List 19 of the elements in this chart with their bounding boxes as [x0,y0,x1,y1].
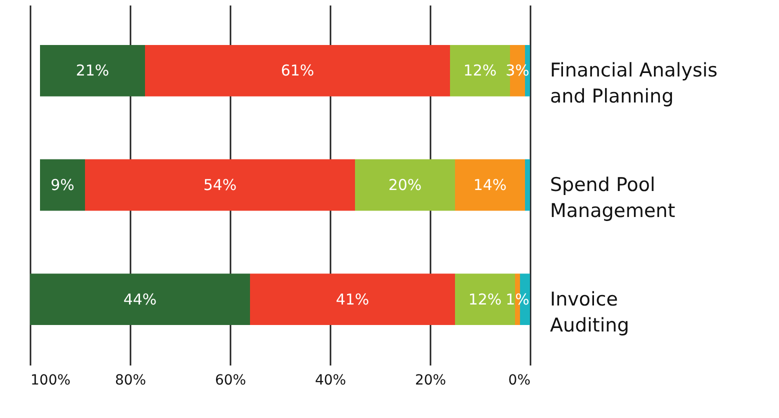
data-label: 21% [76,62,110,80]
x-tick-label: 80% [114,372,146,388]
data-label: 12% [463,62,497,80]
y-tick-label: Financial Analysis and Planning [550,60,718,108]
x-tick-label: 60% [214,372,246,388]
data-label: 20% [388,176,422,194]
x-tick-label: 20% [414,372,446,388]
x-tick-label: 40% [314,372,346,388]
x-tick-label: 0% [508,372,530,388]
y-tick-label: Invoice Auditing [550,288,630,336]
data-label: 44% [123,290,157,308]
data-label: 9% [50,176,74,194]
data-label: 12% [468,290,502,308]
data-label: 54% [203,176,237,194]
data-label: 14% [473,176,507,194]
data-label: 41% [336,290,370,308]
x-tick-label: 100% [30,372,71,388]
data-label: 61% [280,62,314,80]
y-tick-label: Spend Pool Management [550,174,676,222]
